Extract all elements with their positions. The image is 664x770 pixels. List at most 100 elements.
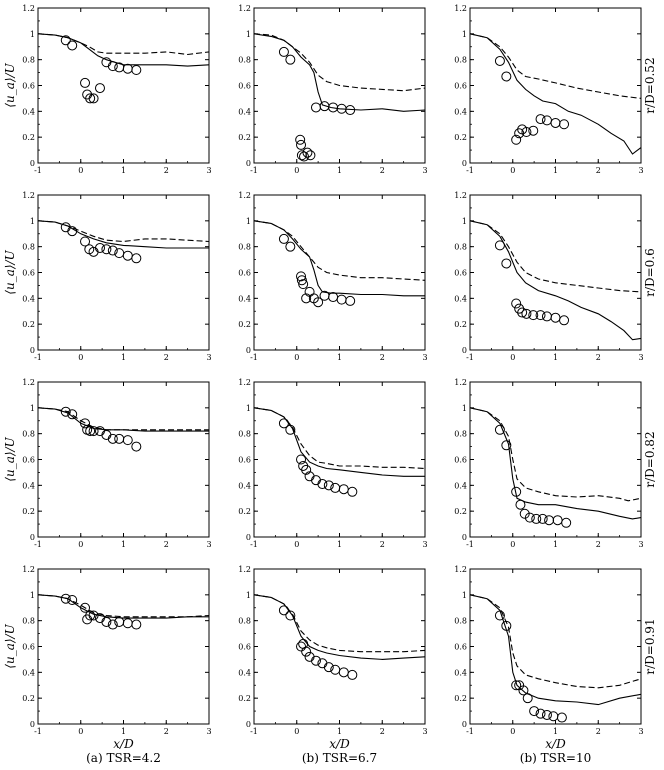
y-tick-label: 0.4 (454, 668, 467, 677)
column-caption: (b) TSR=10 (520, 751, 591, 765)
y-tick-label: 0 (462, 159, 467, 168)
x-axis-label: x/D (113, 737, 134, 751)
series-line-solid (254, 33, 425, 112)
x-tick-label: 2 (164, 540, 169, 549)
x-tick-label: -1 (250, 540, 258, 549)
y-axis-label: ⟨u_a⟩/U (3, 62, 17, 107)
data-point (552, 515, 563, 526)
x-tick-label: 1 (337, 166, 342, 175)
data-point (131, 253, 142, 264)
data-point (80, 418, 91, 429)
y-tick-label: 0 (30, 346, 35, 355)
y-tick-label: 0 (246, 346, 251, 355)
x-tick-label: 1 (337, 353, 342, 362)
y-tick-label: 0 (30, 159, 35, 168)
x-tick-label: 0 (510, 353, 515, 362)
y-tick-label: 0.4 (238, 294, 251, 303)
y-tick-label: 0.8 (454, 617, 467, 626)
data-point (528, 310, 539, 321)
x-tick-label: 1 (121, 166, 126, 175)
plot-frame (253, 194, 426, 351)
data-point (521, 127, 532, 137)
data-point (67, 595, 78, 605)
panel-r2-c2: -1 0 1 2 300.20.40.60.811.2 (238, 191, 427, 362)
data-point (511, 298, 522, 309)
x-tick-label: 1 (553, 727, 558, 736)
data-point (323, 480, 334, 491)
x-tick-label: 2 (596, 353, 601, 362)
y-tick-label: 0.8 (22, 56, 35, 65)
x-tick-label: 2 (380, 727, 385, 736)
data-point (301, 293, 312, 304)
y-tick-label: 0.6 (454, 82, 467, 91)
y-tick-label: 1.2 (454, 378, 467, 387)
y-tick-label: 1.2 (238, 4, 251, 13)
x-tick-label: -1 (34, 353, 42, 362)
y-tick-label: 0.6 (22, 643, 35, 652)
data-point (518, 685, 529, 696)
series-line-dashed (254, 594, 425, 653)
y-tick-label: 1.2 (22, 378, 35, 387)
data-point (94, 242, 105, 253)
data-point (559, 119, 570, 130)
data-point (501, 71, 512, 82)
plot-frame (469, 194, 642, 351)
data-point (519, 508, 530, 519)
data-point (522, 693, 533, 704)
y-tick-label: 1.2 (22, 4, 35, 13)
series-line-solid (254, 407, 425, 477)
data-point (541, 709, 552, 720)
data-point (328, 292, 339, 303)
data-point (517, 307, 528, 318)
y-tick-label: 1.2 (22, 565, 35, 574)
y-tick-label: 0.6 (22, 269, 35, 278)
panel-r4-c3: -1 0 1 2 300.20.40.60.811.2x/D (454, 565, 643, 751)
panel-r1-c3: -1 0 1 2 300.20.40.60.811.2 (454, 4, 643, 175)
plot-frame (37, 568, 210, 725)
y-tick-label: 0.6 (454, 269, 467, 278)
row-label: r/D=0.82 (643, 431, 657, 487)
y-tick-label: 0.2 (22, 320, 35, 329)
data-point (278, 418, 289, 429)
data-point (80, 236, 91, 247)
panel-r4-c1: -1 0 1 2 300.20.40.60.811.2⟨u_a⟩/Ux/D (3, 565, 212, 751)
data-point (556, 712, 567, 723)
y-tick-label: 0.6 (454, 456, 467, 465)
plot-frame (253, 381, 426, 538)
x-tick-label: 0 (510, 166, 515, 175)
data-point (313, 297, 324, 308)
data-point (296, 454, 307, 465)
data-point (550, 117, 561, 128)
series-line-dashed (470, 407, 641, 502)
data-point (302, 147, 313, 158)
x-tick-label: 0 (294, 353, 299, 362)
data-point (345, 105, 356, 116)
y-tick-label: 0.8 (238, 617, 251, 626)
y-tick-label: 1 (30, 591, 35, 600)
y-tick-label: 0.6 (238, 643, 251, 652)
data-point (131, 441, 142, 452)
panel-r3-c1: -1 0 1 2 300.20.40.60.811.2⟨u_a⟩/U (3, 378, 212, 549)
x-tick-label: 2 (164, 353, 169, 362)
series-line-dashed (38, 407, 209, 431)
data-point (88, 426, 99, 437)
data-point (85, 93, 96, 104)
y-tick-label: 0.2 (238, 320, 251, 329)
x-tick-label: 3 (422, 540, 427, 549)
x-tick-label: 0 (510, 727, 515, 736)
y-tick-label: 0.2 (22, 694, 35, 703)
data-point (67, 409, 78, 420)
x-tick-label: 1 (553, 166, 558, 175)
x-tick-label: 0 (294, 166, 299, 175)
y-tick-label: 1 (462, 30, 467, 39)
data-point (299, 151, 310, 162)
data-point (278, 605, 289, 616)
data-point (494, 610, 505, 621)
data-point (122, 435, 133, 446)
data-point (301, 646, 312, 657)
data-point (107, 619, 118, 630)
row-label: r/D=0.6 (643, 248, 657, 297)
x-tick-label: 3 (206, 353, 211, 362)
data-point (85, 426, 96, 437)
data-point (278, 233, 289, 244)
